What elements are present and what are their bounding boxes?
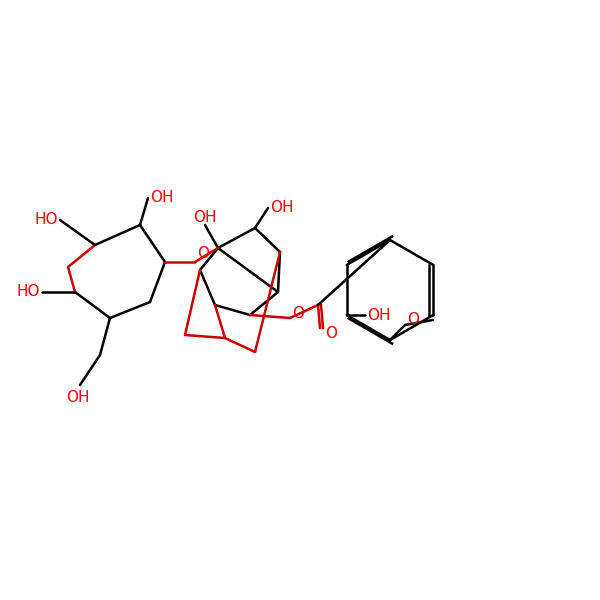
Text: O: O [197, 247, 209, 262]
Text: HO: HO [17, 284, 40, 299]
Text: OH: OH [66, 389, 90, 404]
Text: OH: OH [150, 191, 173, 205]
Text: O: O [325, 325, 337, 340]
Text: OH: OH [367, 307, 390, 323]
Text: O: O [407, 313, 419, 328]
Text: OH: OH [270, 200, 293, 215]
Text: O: O [292, 305, 304, 320]
Text: OH: OH [193, 209, 217, 224]
Text: HO: HO [35, 212, 58, 227]
